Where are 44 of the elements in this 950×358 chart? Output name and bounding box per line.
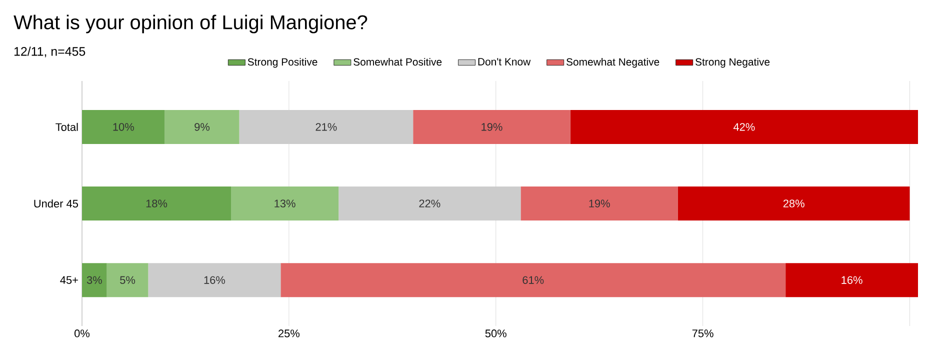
- legend-label: Don't Know: [478, 58, 531, 66]
- bar: [413, 110, 570, 144]
- legend-label: Somewhat Positive: [354, 58, 442, 66]
- data-label: 61%: [522, 276, 544, 284]
- legend-label: Somewhat Negative: [566, 58, 660, 68]
- data-label: 16%: [842, 276, 862, 284]
- bar: [786, 263, 918, 298]
- x-tick-label: 75%: [692, 330, 714, 338]
- data-label: 13%: [274, 200, 296, 208]
- legend-label: Strong Negative: [696, 58, 770, 68]
- data-label: 42%: [733, 123, 755, 131]
- bar: [570, 110, 918, 144]
- bar: [338, 186, 521, 220]
- data-label: 16%: [204, 276, 226, 284]
- data-label: 3%: [86, 276, 102, 284]
- bar: [82, 186, 231, 220]
- bar: [106, 263, 148, 298]
- bar: [239, 110, 414, 144]
- data-label: 18%: [146, 200, 168, 208]
- bar: [678, 186, 910, 220]
- y-tick-label: 45+: [60, 276, 78, 284]
- y-tick-label: Total: [56, 122, 78, 131]
- bar: [82, 263, 107, 298]
- x-tick-label: 25%: [278, 330, 300, 338]
- data-label: 10%: [113, 123, 134, 131]
- data-label: 19%: [589, 200, 610, 208]
- legend-label: Strong Positive: [248, 58, 318, 68]
- data-label: 28%: [783, 200, 804, 208]
- bar: [230, 186, 339, 220]
- chart-subtitle: 12/11, n=455: [14, 46, 86, 58]
- x-tick-label: 0%: [74, 330, 90, 338]
- bar: [280, 263, 786, 298]
- bar: [164, 110, 240, 144]
- x-tick-label: 50%: [485, 330, 506, 338]
- bar: [148, 263, 281, 298]
- data-label: 19%: [482, 123, 502, 131]
- y-tick-label: Under 45: [34, 199, 78, 208]
- data-label: 5%: [120, 276, 136, 284]
- chart-title: What is your opinion of Luigi Mangione?: [14, 14, 368, 34]
- data-label: 21%: [316, 123, 337, 131]
- bar: [520, 186, 678, 220]
- data-label: 9%: [194, 123, 210, 131]
- data-label: 22%: [419, 200, 440, 208]
- bar: [82, 110, 165, 144]
